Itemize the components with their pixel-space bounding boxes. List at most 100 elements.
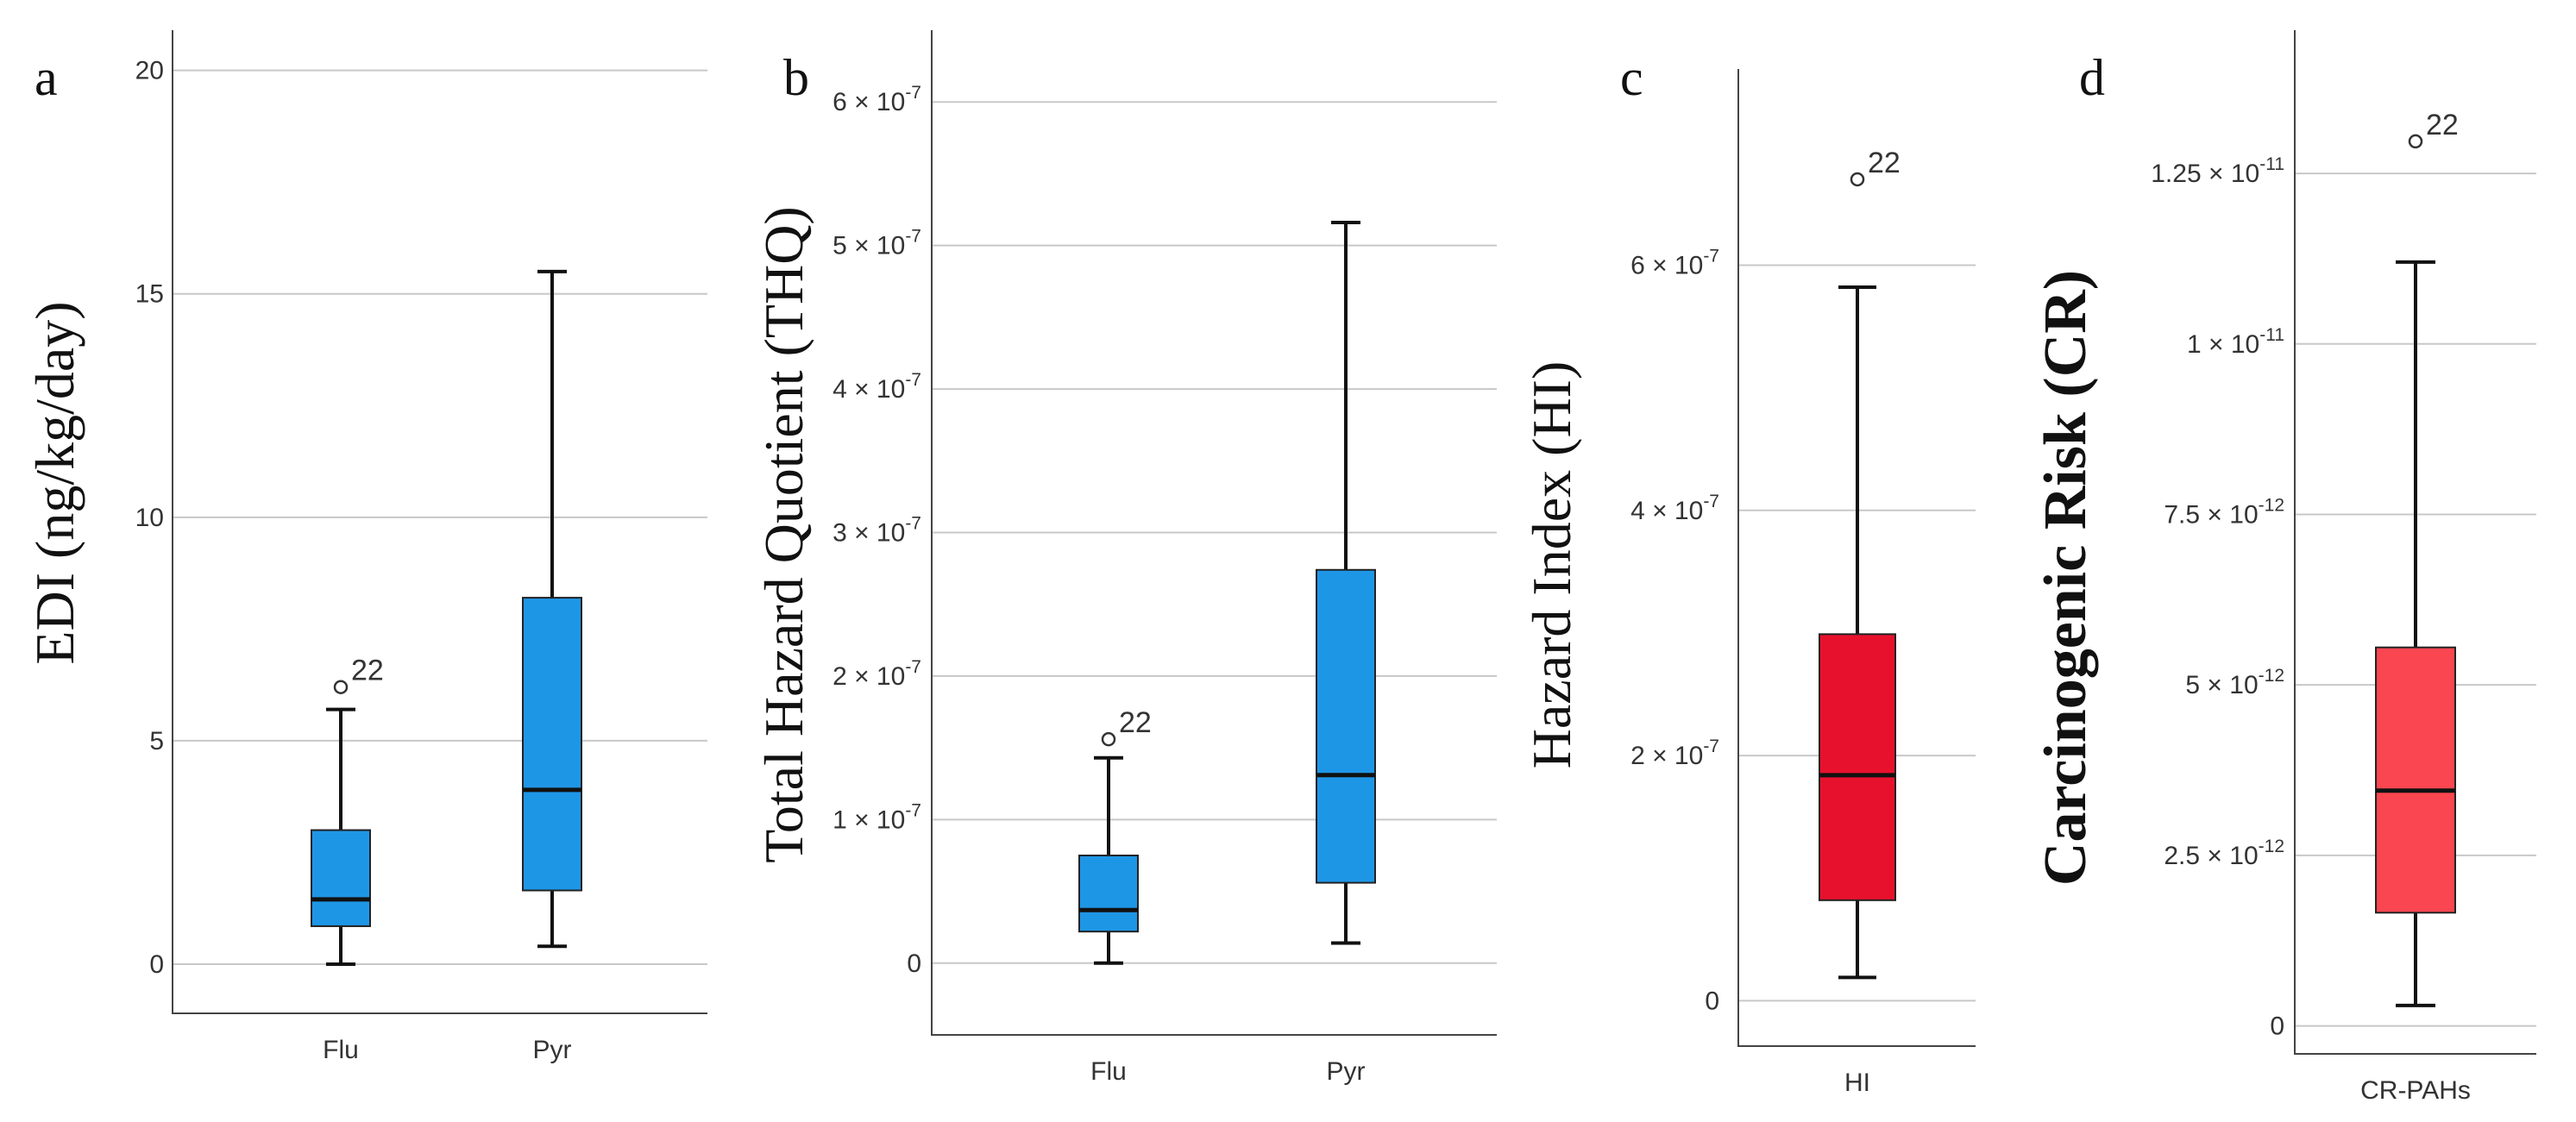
y-tick-base: 0 [1705,987,1719,1015]
y-tick-base: 1 × 10 [2187,330,2259,359]
y-tick-exponent: -11 [2259,325,2284,345]
y-tick-label: 1.25 × 10-11 [2151,154,2284,188]
y-tick-base: 4 × 10 [1630,497,1703,525]
y-tick-base: 5 × 10 [832,232,905,260]
y-tick-exponent: -12 [2259,495,2284,515]
y-tick-base: 5 × 10 [2185,671,2258,699]
y-tick-label: 20 [135,57,164,85]
outlier-label: 22 [351,655,384,687]
box-pyr [1316,221,1376,945]
iqr-box [1316,568,1376,884]
y-tick-exponent: -7 [905,370,921,390]
y-tick-label: 5 [149,727,164,755]
y-tick-base: 6 × 10 [1630,251,1703,279]
x-category-label: Flu [1090,1057,1127,1086]
y-axis-title: Carcinogenic Risk (CR) [2033,270,2099,886]
y-axis-title: EDI (ng/kg/day) [24,301,85,664]
y-tick-base: 2.5 × 10 [2164,842,2258,870]
y-tick-base: 0 [907,950,921,978]
y-tick-label: 3 × 10-7 [832,514,921,548]
x-category-label: HI [1844,1069,1870,1097]
box-hi: 22 [1819,147,1901,980]
y-tick-label: 0 [2270,1012,2284,1041]
y-tick-base: 10 [135,504,164,532]
y-tick-exponent: -12 [2259,837,2284,856]
y-tick-label: 0 [907,950,921,978]
outlier-point [2408,134,2423,149]
y-tick-base: 4 × 10 [832,375,905,404]
box-pyr [522,269,582,949]
y-tick-label: 6 × 10-7 [1630,246,1719,279]
outlier-label: 22 [1868,147,1901,179]
y-tick-exponent: -12 [2259,666,2284,686]
y-tick-label: 1 × 10-7 [832,800,921,834]
iqr-box [522,597,582,892]
y-tick-base: 2 × 10 [832,662,905,691]
y-tick-label: 7.5 × 10-12 [2164,495,2284,529]
outlier-point [333,680,349,694]
y-tick-base: 2 × 10 [1630,742,1703,770]
y-tick-label: 2 × 10-7 [832,657,921,691]
x-category-label: CR-PAHs [2360,1076,2471,1105]
axis-frame [931,30,1497,1036]
x-category-label: Pyr [1327,1057,1366,1086]
iqr-box [311,829,371,927]
iqr-box [2375,646,2456,914]
outlier-point [1101,731,1116,747]
y-tick-base: 6 × 10 [832,88,905,116]
y-tick-label: 15 [135,280,164,309]
y-tick-base: 7.5 × 10 [2164,500,2258,529]
iqr-box [1078,854,1139,933]
box-flu: 22 [311,655,384,966]
panel-letter: c [1620,49,1643,106]
axis-frame [2294,30,2536,1055]
outlier-label: 22 [1119,706,1152,739]
box-flu: 22 [1078,706,1152,965]
panel-letter: d [2079,49,2105,106]
y-tick-exponent: -7 [905,514,921,534]
y-tick-exponent: -7 [905,227,921,247]
outlier-label: 22 [2426,109,2459,141]
y-tick-label: 6 × 10-7 [832,83,921,116]
x-category-label: Pyr [533,1036,572,1064]
y-tick-exponent: -7 [1703,492,1719,511]
y-tick-exponent: -7 [905,800,921,820]
y-tick-base: 15 [135,280,164,309]
y-tick-exponent: -7 [1703,737,1719,756]
y-tick-label: 2.5 × 10-12 [2164,837,2284,870]
panel-a: 0 5 10 15 20 22 Flu Pyr EDI (ng/kg/day) a [24,30,707,1064]
y-tick-label: 4 × 10-7 [1630,492,1719,525]
y-tick-base: 5 [149,727,164,755]
y-tick-label: 1 × 10-11 [2187,325,2284,359]
y-tick-exponent: -7 [905,83,921,103]
panel-letter: a [35,49,58,106]
y-tick-label: 4 × 10-7 [832,370,921,404]
y-axis-title: Hazard Index (HI) [1521,361,1582,769]
y-tick-base: 0 [149,950,164,979]
y-tick-exponent: -7 [1703,246,1719,266]
y-tick-label: 2 × 10-7 [1630,737,1719,770]
y-tick-label: 0 [149,950,164,979]
outlier-point [1850,172,1865,187]
y-tick-base: 0 [2270,1012,2284,1041]
y-tick-exponent: -7 [905,657,921,677]
panel-b: 01 × 10-72 × 10-73 × 10-74 × 10-75 × 10-… [753,30,1497,1086]
y-tick-base: 3 × 10 [832,519,905,548]
y-tick-label: 5 × 10-12 [2185,666,2284,699]
y-tick-label: 5 × 10-7 [832,227,921,260]
axis-frame [172,30,707,1014]
y-tick-label: 10 [135,504,164,532]
panel-letter: b [783,49,809,106]
y-tick-label: 0 [1705,987,1719,1015]
y-tick-base: 1 × 10 [832,805,905,834]
x-category-label: Flu [323,1036,359,1064]
y-axis-title: Total Hazard Quotient (THQ) [753,206,814,862]
box-cr-pahs: 22 [2375,109,2459,1007]
iqr-box [1819,633,1896,901]
panel-d: 02.5 × 10-125 × 10-127.5 × 10-121 × 10-1… [2033,30,2536,1105]
y-tick-exponent: -11 [2259,154,2284,174]
axis-frame [1737,69,1976,1047]
y-tick-base: 20 [135,57,164,85]
y-tick-base: 1.25 × 10 [2151,160,2259,188]
